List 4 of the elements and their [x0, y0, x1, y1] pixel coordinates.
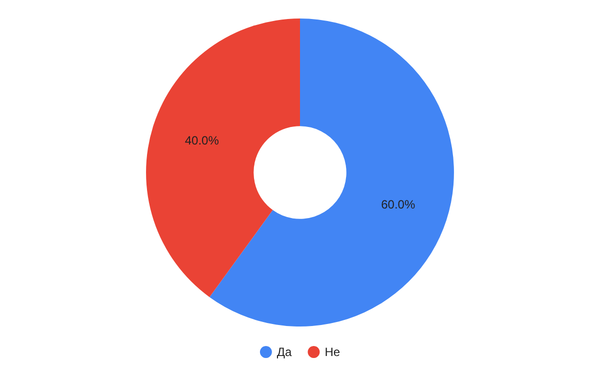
legend-label: Не [324, 345, 340, 359]
data-label: 60.0% [381, 197, 416, 212]
legend-label: Да [276, 345, 292, 359]
data-label: 40.0% [184, 134, 220, 148]
